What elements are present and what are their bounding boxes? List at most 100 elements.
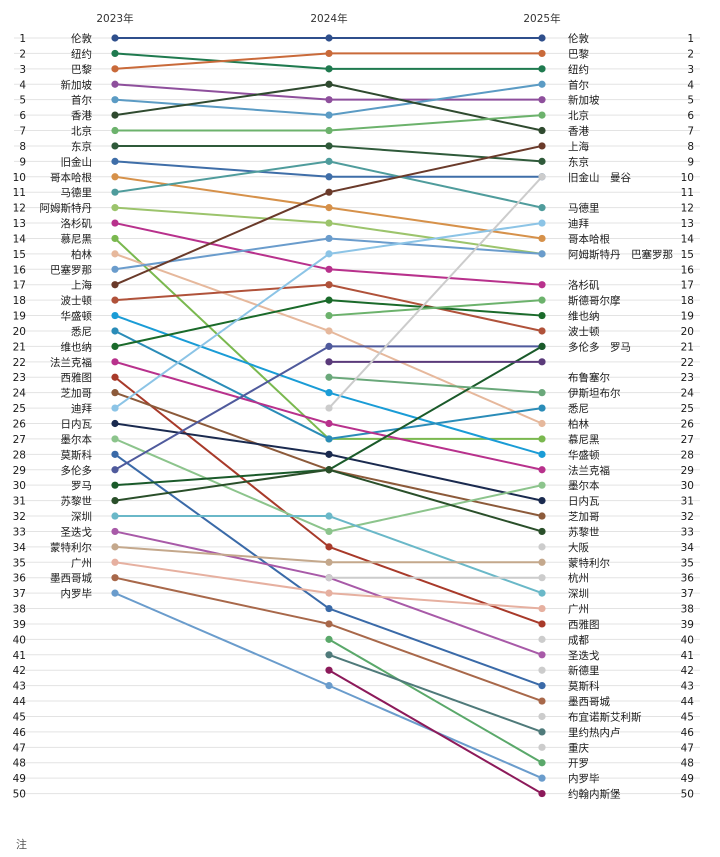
series-point [538, 435, 546, 443]
series-point [111, 373, 119, 381]
left-city-label: 纽约 [71, 47, 92, 60]
rank-number-left: 15 [13, 249, 26, 261]
series-point [538, 527, 546, 536]
series-point [325, 466, 333, 474]
series-point [111, 404, 119, 412]
left-city-label: 法兰克福 [50, 356, 92, 369]
series-point [325, 404, 333, 412]
rank-number-left: 10 [13, 172, 26, 184]
series-point [325, 543, 333, 551]
left-city-label: 日内瓦 [61, 418, 93, 431]
series-point [538, 358, 546, 366]
rank-number-right: 46 [681, 727, 695, 739]
rank-number-right: 13 [681, 218, 694, 230]
rank-number-left: 33 [13, 526, 26, 538]
series-point [538, 204, 546, 212]
series-point [538, 651, 546, 659]
left-city-label: 柏林 [71, 248, 92, 261]
left-city-label: 墨西哥城 [50, 573, 92, 585]
series-point [538, 296, 546, 304]
left-city-label: 圣迭戈 [61, 525, 93, 538]
rank-number-right: 42 [681, 665, 694, 677]
right-city-label: 哥本哈根 [568, 232, 610, 245]
series-line [328, 376, 543, 394]
rank-number-right: 39 [681, 619, 694, 631]
rank-number-left: 42 [13, 665, 26, 677]
series-point [325, 173, 333, 181]
rank-number-right: 6 [687, 110, 694, 122]
rank-number-left: 22 [13, 357, 26, 369]
left-city-label: 莫斯科 [61, 448, 93, 461]
right-city-label: 悉尼 [568, 403, 589, 415]
left-city-labels: 伦敦纽约巴黎新加坡首尔香港北京东京旧金山哥本哈根马德里阿姆斯特丹洛杉矶慕尼黑柏林… [40, 32, 93, 600]
rank-number-right: 36 [681, 573, 695, 585]
series-point [111, 96, 119, 104]
series-point [538, 65, 546, 73]
series-point [538, 574, 546, 582]
right-city-label: 斯德哥尔摩 [568, 294, 621, 307]
right-city-label: 布宜诺斯艾利斯 [568, 710, 642, 723]
series-point [538, 404, 546, 412]
rank-number-left: 9 [19, 156, 26, 168]
rank-number-right: 21 [681, 341, 694, 353]
rank-number-right: 25 [681, 403, 694, 415]
series-point [538, 80, 546, 88]
rank-number-right: 43 [681, 681, 694, 693]
rank-number-left: 50 [13, 789, 26, 801]
series-point [538, 234, 546, 243]
right-city-label: 多伦多 罗马 [568, 340, 631, 353]
series-lines [114, 37, 543, 795]
right-city-label: 首尔 [568, 78, 589, 91]
rank-number-left: 32 [13, 511, 26, 523]
rank-number-left: 39 [13, 619, 26, 631]
rank-number-left: 45 [13, 711, 26, 723]
right-city-label: 西雅图 [568, 618, 600, 631]
right-city-label: 洛杉矶 [568, 279, 600, 292]
series-point [325, 327, 333, 335]
series-point [111, 219, 119, 227]
series-point [111, 342, 119, 350]
left-city-label: 北京 [71, 125, 92, 138]
rank-number-left: 8 [19, 141, 26, 153]
rank-number-right: 32 [681, 511, 694, 523]
left-city-label: 首尔 [71, 94, 92, 107]
rank-number-left: 43 [13, 681, 26, 693]
series-point [538, 389, 546, 397]
rank-number-right: 14 [681, 233, 695, 245]
rank-number-left: 11 [13, 187, 26, 199]
series-point [325, 389, 333, 397]
rank-number-left: 14 [13, 233, 27, 245]
rank-number-right: 20 [681, 326, 694, 338]
left-city-label: 芝加哥 [61, 387, 93, 400]
series-point [538, 466, 546, 474]
right-city-label: 马德里 [568, 202, 600, 215]
rank-number-left: 20 [13, 326, 26, 338]
left-city-label: 内罗毕 [61, 587, 93, 600]
series-point [111, 173, 119, 181]
right-city-label: 东京 [568, 155, 589, 168]
series-point [111, 281, 119, 289]
right-city-label: 旧金山 曼谷 [568, 171, 631, 184]
right-city-label: 莫斯科 [568, 680, 600, 693]
rank-number-right: 8 [687, 141, 694, 153]
series-point [538, 219, 546, 227]
right-city-label: 内罗毕 [568, 772, 600, 785]
left-city-label: 蒙特利尔 [50, 541, 92, 554]
series-point [111, 234, 119, 243]
left-city-label: 上海 [71, 279, 92, 292]
right-city-label: 柏林 [568, 418, 589, 431]
series-point [538, 666, 546, 674]
right-city-label: 阿姆斯特丹 巴塞罗那 [568, 248, 673, 261]
series-point [538, 697, 546, 705]
series-line [328, 638, 543, 764]
right-city-label: 芝加哥 [568, 510, 600, 523]
series-point [111, 543, 119, 551]
rank-number-left: 31 [13, 496, 26, 508]
series-point [538, 481, 546, 489]
rank-number-left: 41 [13, 650, 26, 662]
left-city-label: 维也纳 [61, 340, 93, 353]
series-point [538, 682, 546, 690]
series-point [111, 497, 119, 505]
rank-number-left: 35 [13, 557, 26, 569]
